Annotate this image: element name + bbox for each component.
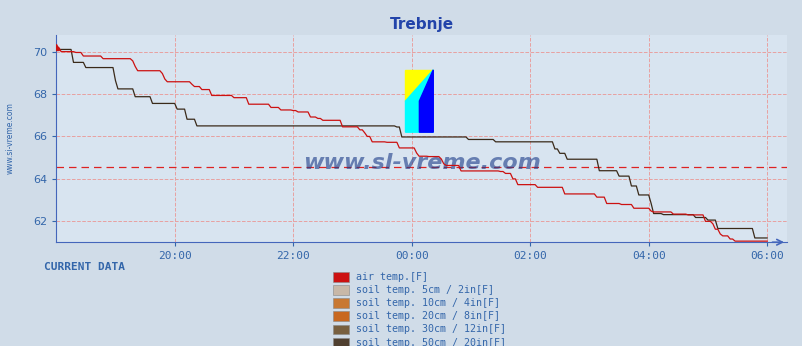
Polygon shape [405, 70, 433, 101]
Text: www.si-vreme.com: www.si-vreme.com [6, 102, 15, 174]
Text: air temp.[F]: air temp.[F] [355, 272, 427, 282]
Text: soil temp. 5cm / 2in[F]: soil temp. 5cm / 2in[F] [355, 285, 493, 295]
Text: soil temp. 10cm / 4in[F]: soil temp. 10cm / 4in[F] [355, 298, 499, 308]
Text: soil temp. 50cm / 20in[F]: soil temp. 50cm / 20in[F] [355, 338, 505, 346]
Text: CURRENT DATA: CURRENT DATA [44, 262, 125, 272]
Text: www.sl-vreme.com: www.sl-vreme.com [302, 153, 540, 173]
Text: soil temp. 20cm / 8in[F]: soil temp. 20cm / 8in[F] [355, 311, 499, 321]
Polygon shape [405, 70, 433, 132]
Text: soil temp. 30cm / 12in[F]: soil temp. 30cm / 12in[F] [355, 325, 505, 334]
Polygon shape [419, 70, 433, 132]
Title: Trebnje: Trebnje [389, 17, 453, 32]
